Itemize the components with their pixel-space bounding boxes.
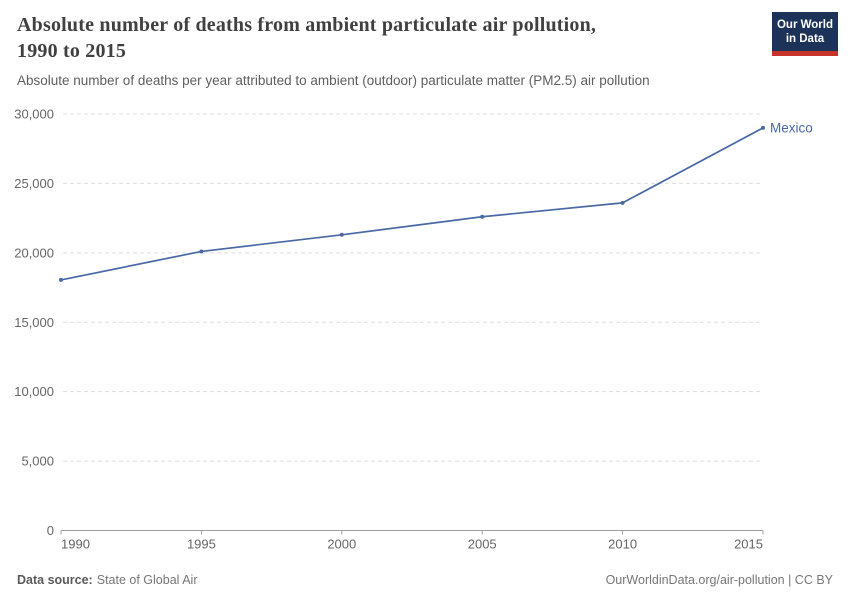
x-tick-label: 2000 [327,537,356,552]
chart-footer: Data source: State of Global Air OurWorld… [17,573,833,587]
data-source-value: State of Global Air [96,573,198,587]
y-tick-label: 5,000 [21,454,54,469]
x-tick-label: 2005 [468,537,497,552]
owid-logo-line1: Our World [776,19,833,31]
x-tick-label: 1990 [61,537,90,552]
data-source: Data source: State of Global Air [17,573,198,587]
data-point[interactable] [761,125,765,130]
x-tick-label: 1995 [187,537,216,552]
mexico-line[interactable] [60,127,764,281]
series-label: Mexico [770,120,813,135]
x-tick-label: 2015 [734,537,763,552]
data-point[interactable] [199,249,204,254]
data-point[interactable] [339,232,344,237]
x-tick-label: 2010 [608,537,637,552]
owid-logo-line2: in Data [785,33,825,45]
y-tick-label: 30,000 [14,107,54,122]
owid-logo-box: Our World in Data [772,12,838,56]
attribution-link[interactable]: OurWorldinData.org/air-pollution | CC BY [605,573,833,587]
owid-logo: Our World in Data [772,12,838,56]
y-tick-label: 20,000 [14,245,54,260]
data-point[interactable] [59,277,63,282]
data-source-label: Data source: [17,573,93,587]
chart-subtitle: Absolute number of deaths per year attri… [17,73,650,88]
data-point[interactable] [620,200,625,205]
data-point[interactable] [480,214,485,219]
y-tick-label: 10,000 [14,384,54,399]
chart-header: Absolute number of deaths from ambient p… [17,12,737,88]
chart-title: Absolute number of deaths from ambient p… [17,14,597,62]
y-tick-label: 15,000 [14,315,54,330]
y-tick-label: 0 [47,523,54,538]
y-tick-label: 25,000 [14,176,54,191]
